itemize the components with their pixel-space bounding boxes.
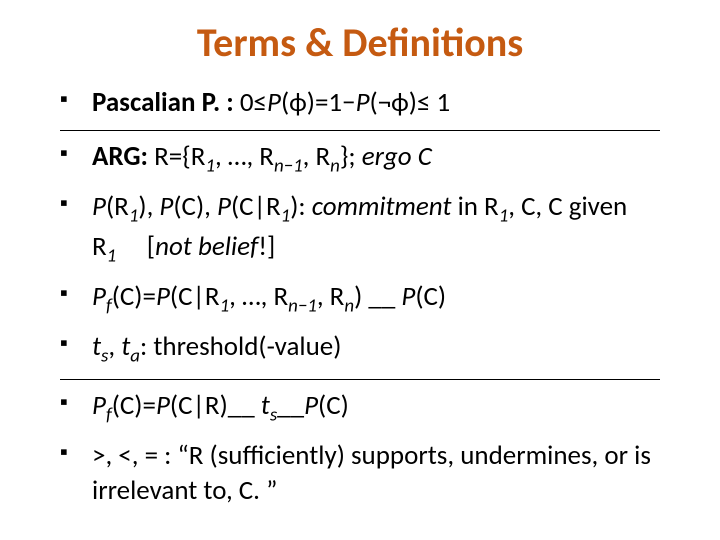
divider [60,130,660,131]
divider [60,379,660,380]
slide-container: Terms & Definitions Pascalian P. : 0≤P(ϕ… [0,0,720,540]
bullet-item: Pf(C)=P(C|R)__ ts__P(C) [60,388,660,428]
bullet-item: ts, ta: threshold(-value) [60,329,660,369]
bullet-item: ARG: R={R1, …, Rn−1, Rn}; ergo C [60,139,660,179]
bullet-list: Pascalian P. : 0≤P(ϕ)=1−P(¬ϕ)≤ 1 ARG: R={… [60,85,660,508]
bullet-item: >, <, = : “R (sufficiently) supports, un… [60,438,660,508]
bullet-item: Pascalian P. : 0≤P(ϕ)=1−P(¬ϕ)≤ 1 [60,85,660,120]
slide-title: Terms & Definitions [60,18,660,67]
bullet-item: P(R1), P(C), P(C|R1): commitment in R1, … [60,189,660,269]
bullet-item: Pf(C)=P(C|R1, …, Rn−1, Rn) __ P(C) [60,279,660,319]
